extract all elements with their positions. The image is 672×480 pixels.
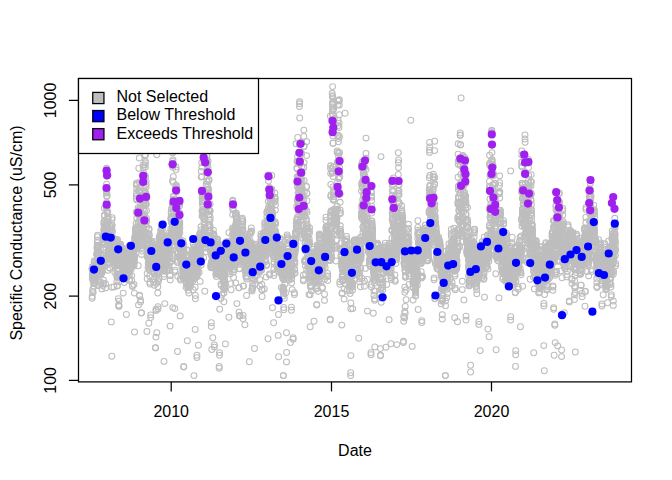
svg-text:Exceeds Threshold: Exceeds Threshold [117, 125, 254, 142]
svg-text:Date: Date [338, 442, 372, 459]
svg-text:100: 100 [42, 367, 59, 394]
svg-text:Specific Conductance (uS/cm): Specific Conductance (uS/cm) [8, 125, 25, 340]
svg-text:500: 500 [42, 171, 59, 198]
svg-text:Not Selected: Not Selected [117, 88, 209, 105]
svg-text:2010: 2010 [153, 403, 189, 420]
svg-text:1000: 1000 [42, 83, 59, 119]
svg-text:2020: 2020 [474, 403, 510, 420]
svg-text:Below Threshold: Below Threshold [117, 106, 236, 123]
svg-text:200: 200 [42, 283, 59, 310]
svg-text:2015: 2015 [314, 403, 350, 420]
